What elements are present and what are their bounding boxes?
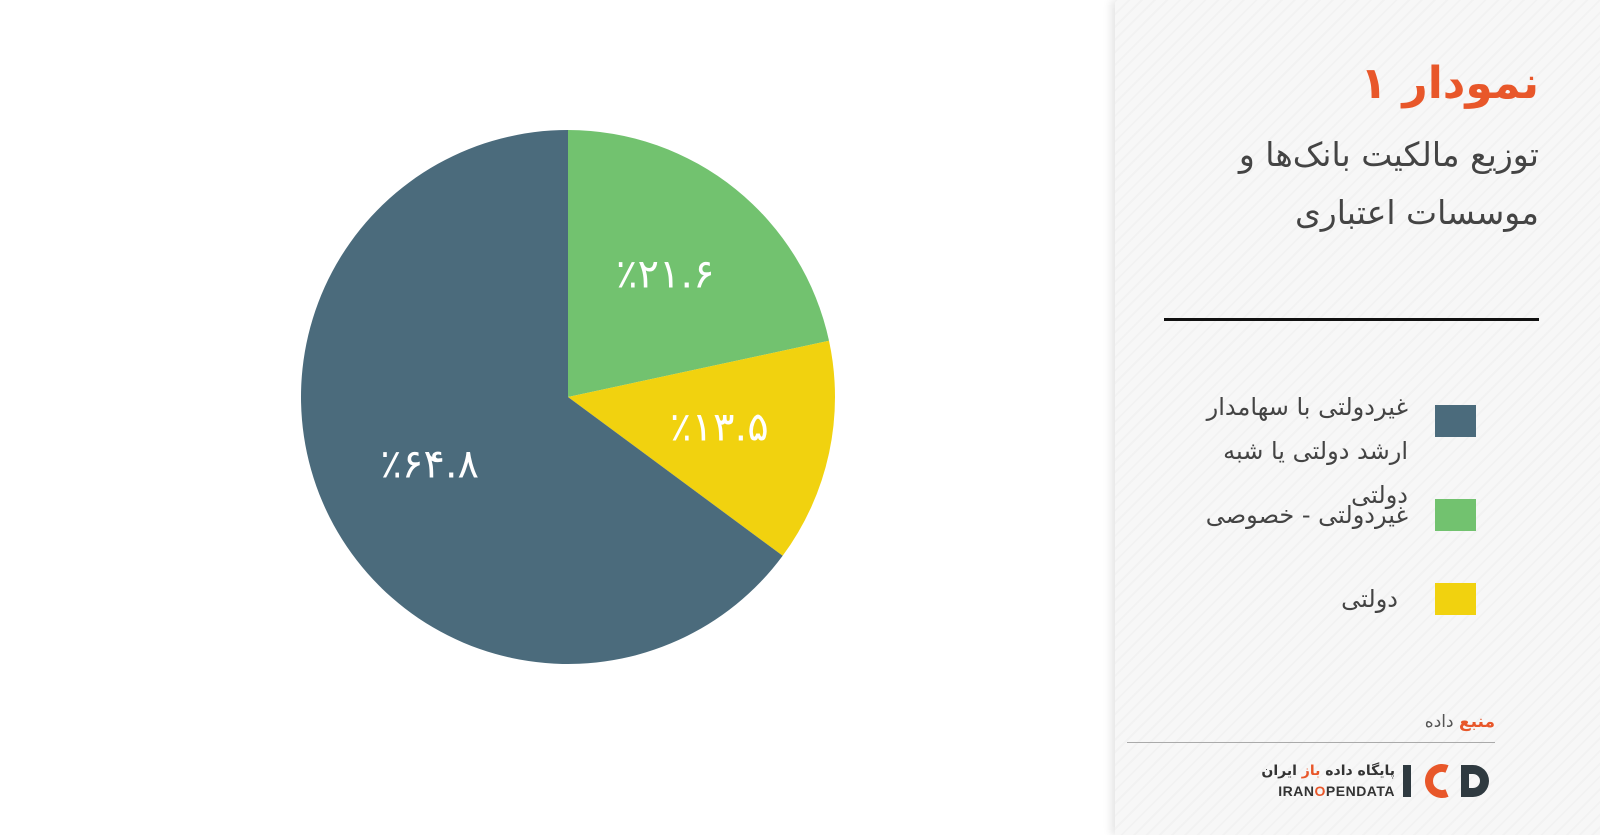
legend-swatch (1435, 499, 1476, 531)
logo-text-persian: پایگاه داده باز ایران (1261, 763, 1395, 779)
footer-divider (1127, 742, 1495, 743)
pie-slice (568, 130, 830, 397)
source-label-text: داده (1424, 712, 1454, 732)
chart-title: نمودار ۱ (1360, 58, 1539, 109)
legend-label: دولتی (1341, 585, 1398, 613)
logo-text-english: IRANOPENDATA (1278, 783, 1395, 799)
data-source-link[interactable]: منبع داده (1425, 712, 1495, 732)
legend-label: غیردولتی - خصوصی (1205, 501, 1408, 529)
pie-chart: ٪۲۱.۶ ٪۱۳.۵ ٪۶۴.۸ (300, 130, 835, 664)
chart-area: ٪۲۱.۶ ٪۱۳.۵ ٪۶۴.۸ (300, 130, 835, 664)
iranopendata-logo: پایگاه داده باز ایران IRANOPENDATA (1261, 763, 1495, 799)
pie-slice-label: ٪۱۳.۵ (670, 405, 769, 451)
iod-logo-icon (1403, 764, 1489, 798)
source-label-accent: منبع (1458, 712, 1495, 732)
title-divider (1164, 318, 1539, 321)
info-panel: نمودار ۱ توزیع مالکیت بانک‌ها و موسسات ا… (1115, 0, 1600, 835)
pie-slice (300, 130, 783, 664)
legend-swatch (1435, 583, 1476, 615)
legend-label: غیردولتی با سهامدار ارشد دولتی یا شبه دو… (1206, 393, 1408, 509)
pie-slice-label: ٪۲۱.۶ (616, 252, 715, 298)
chart-subtitle: توزیع مالکیت بانک‌ها و موسسات اعتباری (1238, 135, 1539, 232)
legend-swatch (1435, 405, 1476, 437)
pie-slice (568, 340, 835, 556)
pie-slice-label: ٪۶۴.۸ (380, 442, 479, 488)
